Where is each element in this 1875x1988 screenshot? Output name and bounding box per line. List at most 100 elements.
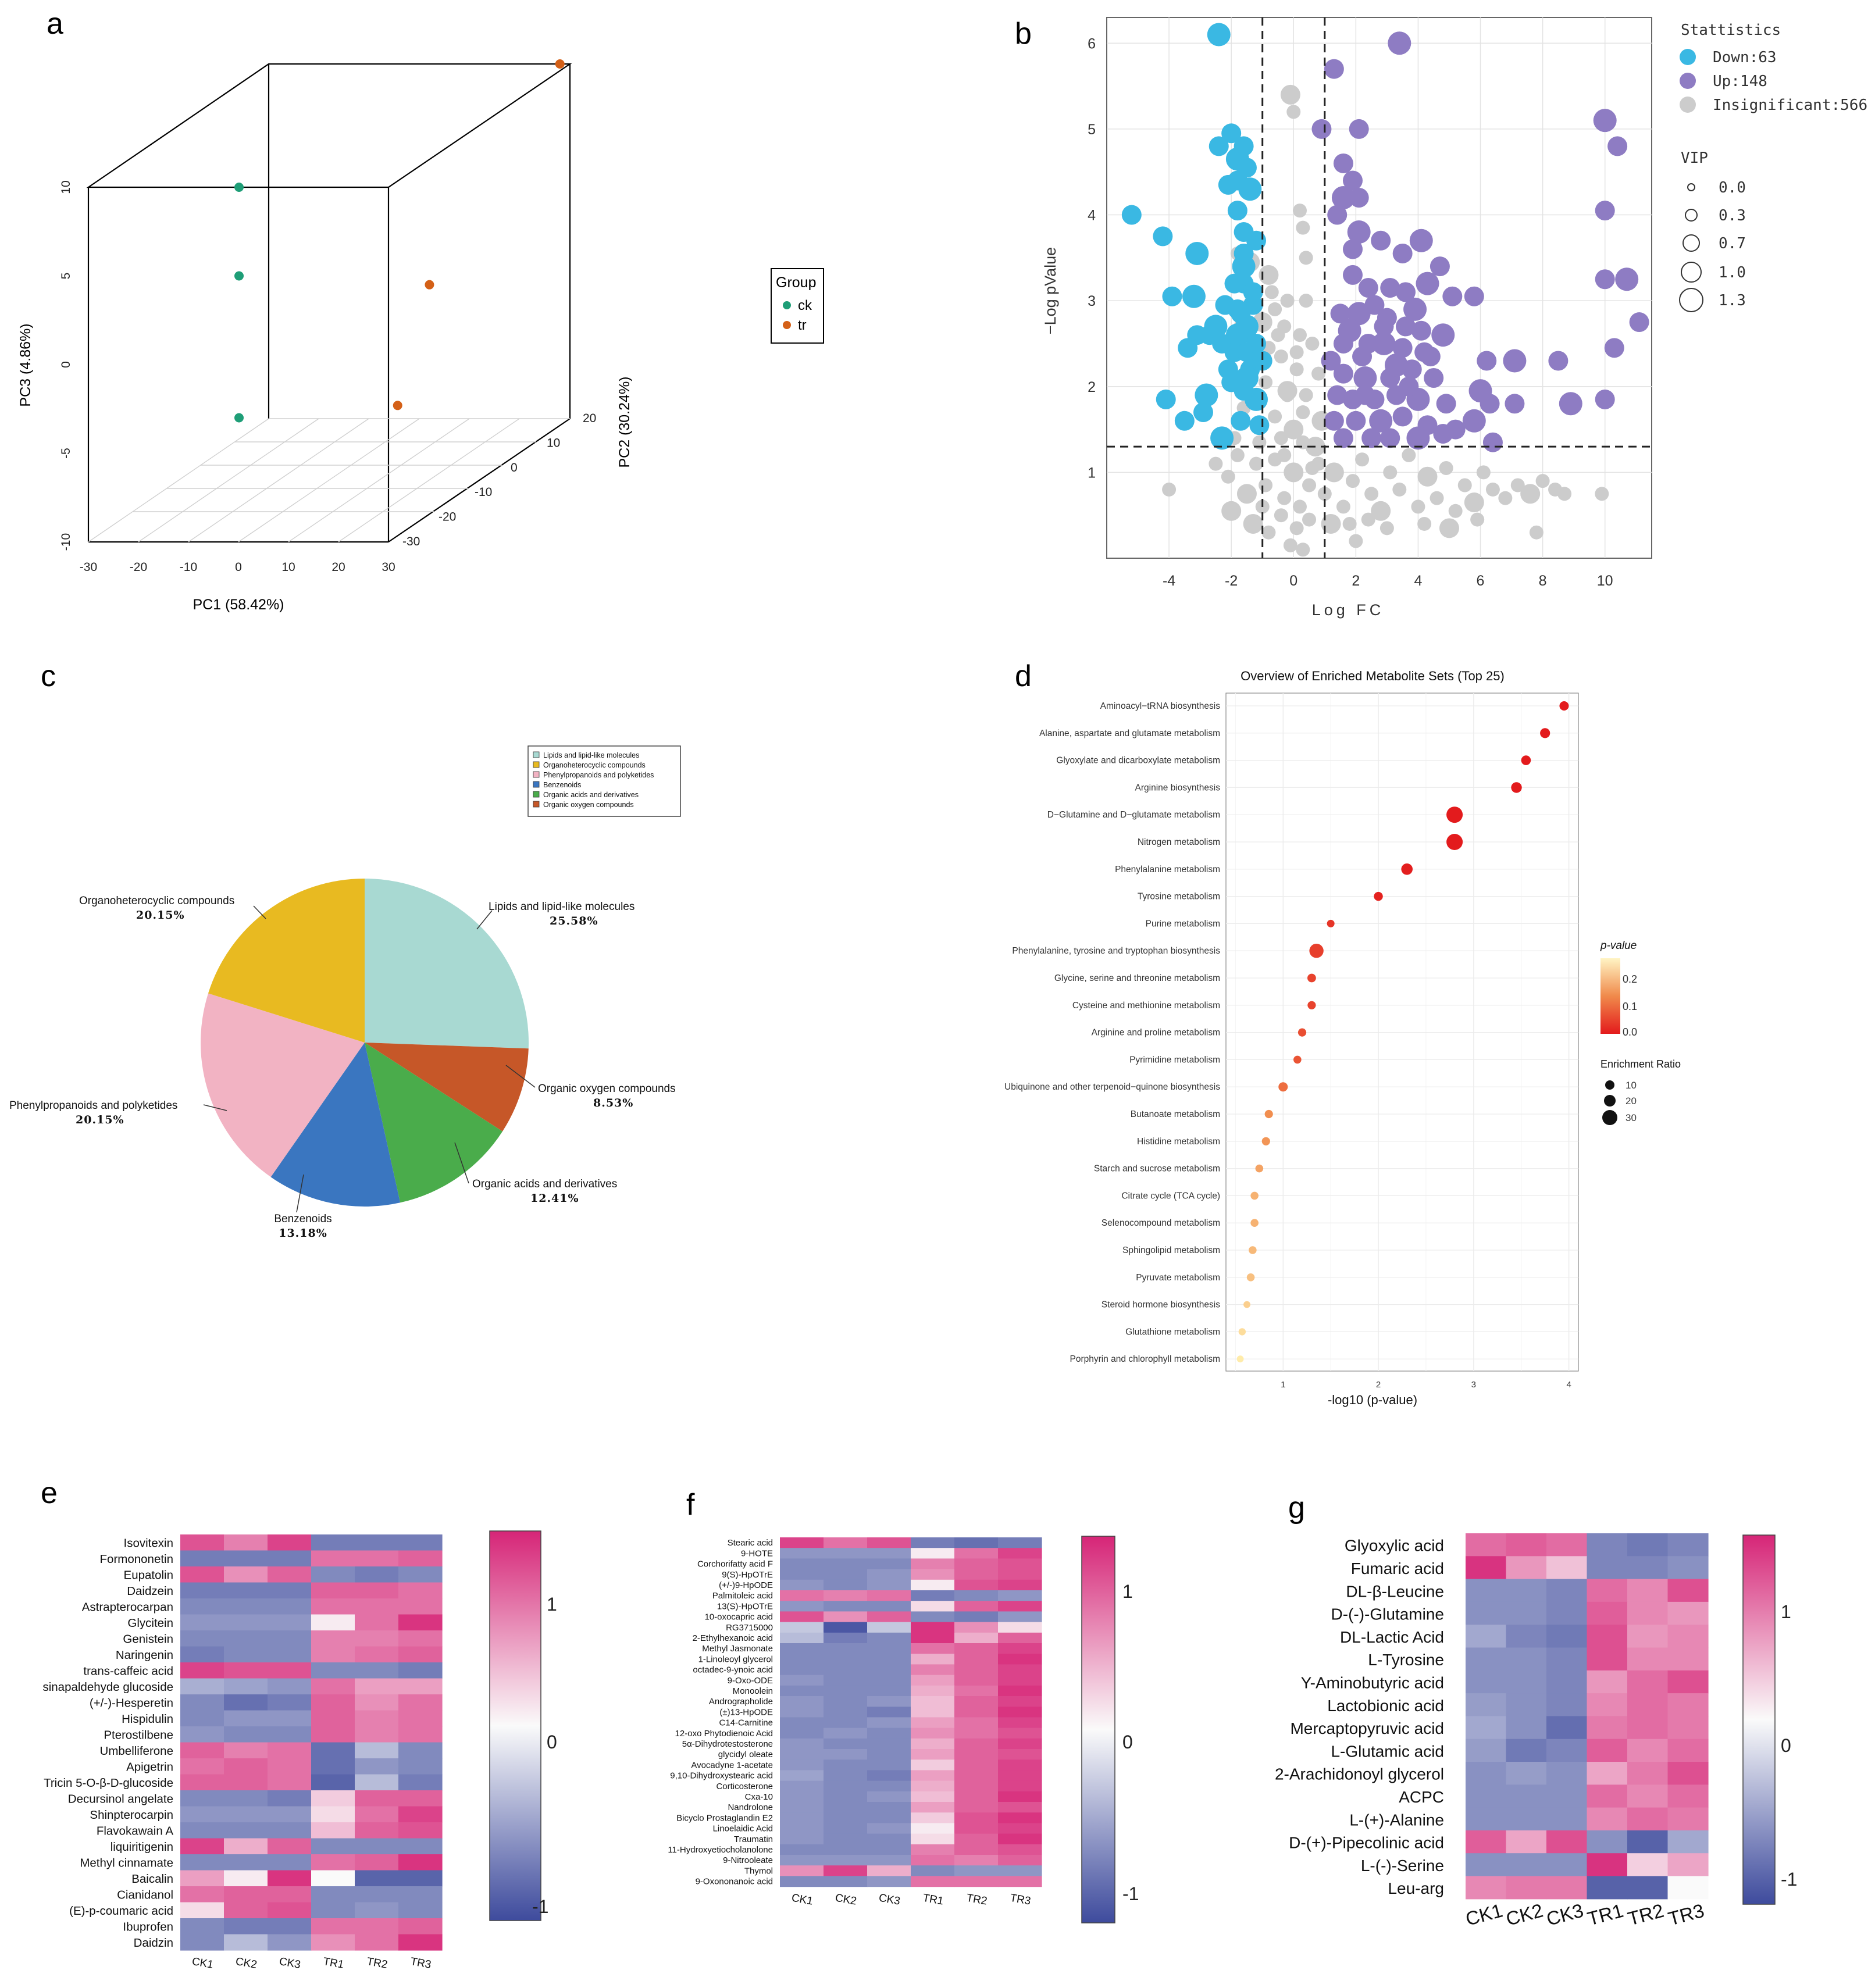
heatmap-row-label: Nandrolone <box>728 1803 773 1812</box>
heatmap-cell <box>780 1632 824 1644</box>
volcano-point-up <box>1388 31 1411 55</box>
heatmap-cell <box>1627 1762 1669 1785</box>
volcano-point-ns <box>1411 499 1425 514</box>
heatmap-row-label: Andrographolide <box>709 1697 773 1707</box>
heatmap-cell <box>998 1696 1042 1707</box>
heatmap-col-label: TR1 <box>322 1955 345 1971</box>
heatmap-cell <box>398 1886 443 1903</box>
heatmap-cell <box>954 1685 999 1697</box>
volcano-point-ns <box>1280 294 1295 308</box>
heatmap-cell <box>311 1806 355 1823</box>
heatmap-cell <box>311 1694 355 1711</box>
volcano-point-up <box>1333 363 1353 384</box>
volcano-point-ns <box>1417 466 1438 487</box>
heatmap-cell <box>867 1791 911 1803</box>
volcano-point-down <box>1227 201 1247 221</box>
heatmap-row-label: Daidzin <box>134 1936 173 1950</box>
heatmap-cell <box>954 1601 999 1612</box>
enrichment-set-label: Butanoate metabolism <box>1131 1109 1220 1119</box>
heatmap-cell <box>1466 1693 1507 1716</box>
volcano-point-up <box>1371 230 1391 251</box>
heatmap-cell <box>1546 1670 1588 1694</box>
panel-label-b: b <box>1015 17 1032 51</box>
heatmap-cell <box>398 1598 443 1615</box>
volcano-point-ns <box>1289 345 1304 359</box>
heatmap-row-label: Methyl cinnamate <box>80 1856 173 1869</box>
heatmap-cell <box>1506 1762 1547 1785</box>
heatmap-cell <box>398 1902 443 1919</box>
volcano-legend: Stattistics Down:63 Up:148 Insignificant… <box>1679 22 1867 312</box>
heatmap-cell <box>824 1855 868 1866</box>
heatmap-row-label: Glycitein <box>127 1616 173 1630</box>
heatmap-cell <box>311 1886 355 1903</box>
heatmap-cell <box>268 1822 312 1839</box>
heatmap-row-label: Daidzein <box>127 1584 173 1598</box>
ratio-legend-title: Enrichment Ratio <box>1600 1058 1681 1070</box>
heatmap-col-label: TR2 <box>965 1892 988 1908</box>
heatmap-row-label: (+/-)-Hesperetin <box>90 1696 173 1709</box>
legend-tr-marker <box>783 321 791 329</box>
pca-xtick: 30 <box>382 561 395 574</box>
volcano-point-ns <box>1261 525 1276 540</box>
volcano-point-ns <box>1305 461 1320 475</box>
heatmap-row-label: Y-Aminobutyric acid <box>1301 1673 1444 1691</box>
heatmap-cell <box>1627 1556 1669 1580</box>
heatmap-cell <box>398 1854 443 1871</box>
volcano-point-ns <box>1476 465 1491 480</box>
heatmap-row-label: DL-Lactic Acid <box>1340 1628 1444 1646</box>
volcano-point-down <box>1209 136 1229 156</box>
heatmap-cell <box>780 1728 824 1739</box>
heatmap-cell <box>1506 1556 1547 1580</box>
heatmap-cell <box>398 1534 443 1551</box>
heatmap-cell <box>954 1791 999 1803</box>
heatmap-cell <box>268 1550 312 1567</box>
heatmap-cell <box>268 1934 312 1951</box>
pca-legend-title: Group <box>776 274 816 291</box>
ratio-size-10 <box>1605 1080 1614 1090</box>
heatmap-cell <box>824 1622 868 1633</box>
heatmap-cell <box>780 1548 824 1559</box>
heatmap-cell <box>824 1865 868 1876</box>
heatmap-cell <box>1667 1830 1709 1854</box>
heatmap-cell <box>268 1918 312 1935</box>
volcano-point-up <box>1559 392 1582 416</box>
heatmap-cell <box>867 1833 911 1845</box>
heatmap-row-label: 11-Hydroxyetiocholanolone <box>668 1845 773 1855</box>
legend-ck-marker <box>783 301 791 309</box>
heatmap-cell <box>867 1558 911 1570</box>
heatmap-cell <box>1587 1647 1628 1671</box>
enrichment-set-label: Steroid hormone biosynthesis <box>1102 1300 1220 1310</box>
pie-legend-label-2: Phenylpropanoids and polyketides <box>543 771 654 779</box>
heatmap-cell <box>998 1780 1042 1792</box>
heatmap-cell <box>398 1742 443 1759</box>
enrichment-set-label: Glycine, serine and threonine metabolism <box>1054 973 1220 983</box>
volcano-point-ns <box>1302 478 1317 492</box>
heatmap-cell <box>824 1770 868 1782</box>
volcano-xtick: 10 <box>1597 573 1613 589</box>
volcano-point-up <box>1380 428 1400 448</box>
volcano-point-ns <box>1336 499 1350 514</box>
panel-label-d: d <box>1015 659 1032 693</box>
volcano-point-ns <box>1289 521 1304 536</box>
heatmap-cell <box>1546 1784 1588 1808</box>
pca-points <box>234 59 565 423</box>
volcano-point-down <box>1238 177 1262 201</box>
pca-ytick: -20 <box>439 511 456 524</box>
volcano-point-ns <box>1259 265 1279 285</box>
volcano-point-ns <box>1296 405 1310 420</box>
vip-label-2: 0.7 <box>1719 235 1746 252</box>
heatmap-cell <box>224 1710 268 1727</box>
heatmap-cell <box>954 1579 999 1591</box>
heatmap-cell <box>355 1678 399 1695</box>
legend-insignificant-marker <box>1680 97 1696 113</box>
heatmap-cell <box>398 1582 443 1599</box>
heatmap-cell <box>867 1654 911 1665</box>
heatmap-cell <box>1627 1601 1669 1625</box>
volcano-point-up <box>1480 394 1500 414</box>
volcano-point-down <box>1231 304 1251 324</box>
heatmap-cell <box>1466 1830 1507 1854</box>
volcano-point-up <box>1347 302 1371 326</box>
volcano-point-up <box>1321 351 1341 371</box>
enrichment-point <box>1249 1246 1257 1254</box>
